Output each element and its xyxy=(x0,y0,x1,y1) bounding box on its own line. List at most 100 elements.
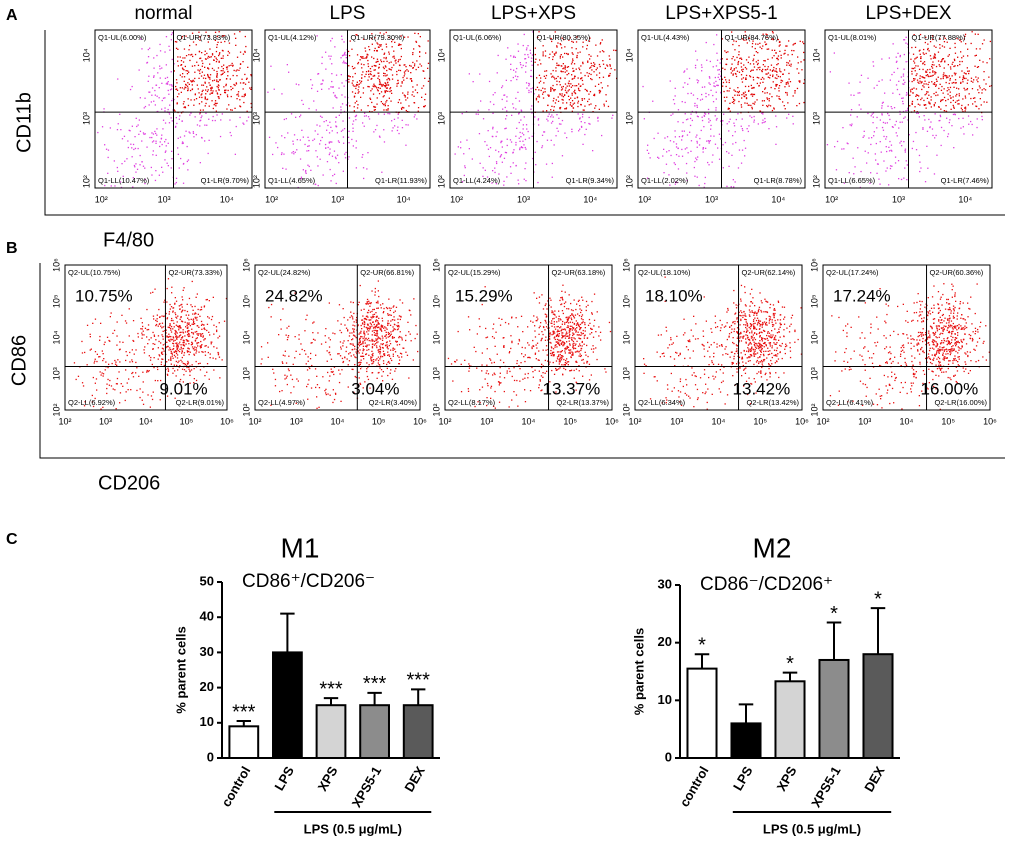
event xyxy=(716,34,718,36)
event xyxy=(326,360,328,362)
event xyxy=(377,323,380,325)
event xyxy=(933,45,935,47)
event xyxy=(670,154,672,157)
event xyxy=(372,352,374,355)
event xyxy=(593,325,595,327)
event xyxy=(182,299,184,301)
event xyxy=(703,126,705,128)
event xyxy=(210,318,213,321)
event xyxy=(551,114,553,116)
event xyxy=(972,134,974,136)
event xyxy=(361,156,363,158)
event xyxy=(741,128,743,130)
event xyxy=(584,327,586,329)
event xyxy=(250,75,253,77)
event xyxy=(967,79,969,81)
event xyxy=(195,44,197,46)
event xyxy=(209,76,211,79)
event xyxy=(288,71,290,73)
event xyxy=(329,339,331,341)
y-tick-label: 10⁵ xyxy=(241,294,251,308)
event xyxy=(943,67,945,69)
event xyxy=(354,115,356,118)
event xyxy=(152,348,154,350)
event xyxy=(161,166,163,168)
event xyxy=(577,100,580,102)
event xyxy=(759,66,761,68)
event xyxy=(379,136,381,138)
event xyxy=(134,147,137,150)
event xyxy=(568,85,570,87)
event xyxy=(374,294,376,296)
event xyxy=(954,65,956,67)
event xyxy=(714,76,716,79)
event xyxy=(362,341,364,344)
event xyxy=(557,100,560,102)
event xyxy=(549,53,551,55)
event xyxy=(642,85,644,88)
event xyxy=(165,83,167,85)
event xyxy=(347,50,350,53)
event xyxy=(541,134,544,136)
event xyxy=(590,55,592,57)
event xyxy=(182,163,185,165)
event xyxy=(170,348,172,351)
event xyxy=(147,48,149,51)
event xyxy=(929,126,931,128)
event xyxy=(562,71,564,73)
event xyxy=(562,355,564,358)
event xyxy=(524,53,526,56)
event xyxy=(344,324,346,326)
event xyxy=(146,329,148,331)
event xyxy=(569,315,572,317)
event xyxy=(371,290,373,292)
event xyxy=(601,39,603,41)
event xyxy=(302,136,304,138)
event xyxy=(355,351,357,353)
event xyxy=(168,339,170,341)
event xyxy=(780,81,782,84)
event xyxy=(180,316,182,319)
event xyxy=(959,63,961,66)
event xyxy=(146,308,148,311)
event xyxy=(913,60,915,62)
event xyxy=(672,113,674,115)
event xyxy=(358,339,361,341)
event xyxy=(960,107,962,109)
event xyxy=(742,70,744,73)
event xyxy=(534,61,536,63)
event xyxy=(778,87,780,89)
event xyxy=(574,344,576,346)
event xyxy=(192,318,195,320)
event xyxy=(383,109,385,111)
event xyxy=(512,162,514,164)
event xyxy=(294,357,296,359)
event xyxy=(934,82,936,84)
event xyxy=(239,82,242,84)
event xyxy=(881,114,883,116)
event xyxy=(731,58,733,60)
event xyxy=(189,351,191,353)
event xyxy=(408,377,410,379)
event xyxy=(724,141,727,144)
event xyxy=(544,329,546,331)
event xyxy=(983,101,985,103)
event xyxy=(179,365,181,367)
event xyxy=(377,359,380,362)
event xyxy=(419,51,421,53)
event xyxy=(968,93,970,95)
event xyxy=(119,113,121,115)
event xyxy=(767,66,769,68)
event xyxy=(407,93,409,95)
event xyxy=(208,317,210,319)
event xyxy=(408,331,410,333)
event xyxy=(757,67,759,69)
event xyxy=(335,96,337,98)
event xyxy=(975,48,978,50)
event xyxy=(186,73,189,75)
event xyxy=(340,348,342,350)
event xyxy=(890,149,892,151)
event xyxy=(202,89,204,91)
event xyxy=(217,81,219,83)
event xyxy=(187,331,189,333)
